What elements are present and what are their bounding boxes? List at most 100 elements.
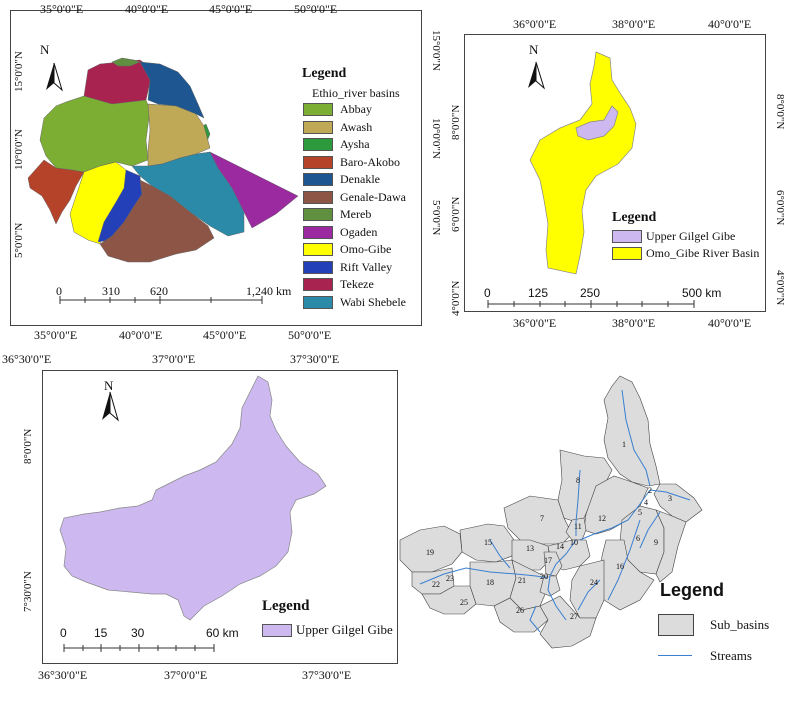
subbasin-label-25: 25: [460, 598, 468, 607]
omo-lon-bottom-3: 40°0'0"E: [708, 316, 752, 330]
subbasin-polygons: [399, 375, 703, 649]
eth-legend-swatch-7: [303, 225, 333, 239]
omo-legend-label-0: Upper Gilgel Gibe: [646, 229, 736, 243]
eth-legend-swatch-9: [303, 260, 333, 274]
gilgel-lon-bottom-2: 37°0'0"E: [164, 668, 208, 682]
subbasin-label-19: 19: [426, 548, 434, 557]
basin-baro-akobo: [27, 159, 85, 225]
eth-legend-swatch-3: [303, 155, 333, 169]
omo-north-label: N: [529, 42, 539, 57]
omo-lon-bottom-2: 38°0'0"E: [612, 316, 656, 330]
sub-legend-title: Legend: [660, 580, 725, 600]
eth-legend-label-0: Abbay: [340, 102, 372, 116]
eth-legend-label-8: Omo-Gibe: [340, 242, 392, 256]
subbasin-label-8: 8: [576, 476, 580, 485]
eth-scale-0: 0: [56, 284, 62, 298]
subbasin-label-12: 12: [598, 514, 606, 523]
omo-scale-bar: [487, 300, 695, 308]
eth-legend-title: Legend: [302, 66, 347, 81]
subbasin-label-22: 22: [432, 580, 440, 589]
basin-genale-dawa: [99, 179, 215, 263]
subbasin-label-3: 3: [668, 494, 672, 503]
subbasin-label-9: 9: [654, 538, 658, 547]
gilgel-lon-bottom-3: 37°30'0"E: [302, 668, 352, 682]
eth-legend-label-5: Genale-Dawa: [340, 189, 406, 204]
eth-legend-label-4: Denakle: [340, 172, 380, 186]
subbasin-label-21: 21: [518, 576, 526, 585]
subbasin-19: [399, 525, 463, 573]
eth-scale-2: 620: [150, 284, 168, 298]
gilgel-scale-2: 30: [131, 626, 145, 640]
eth-lon-bottom-2: 40°0'0"E: [119, 328, 163, 342]
gilgel-legend-label: Upper Gilgel Gibe: [296, 622, 393, 637]
gilgel-scale-0: 0: [60, 626, 67, 640]
eth-legend-swatch-11: [303, 295, 333, 309]
omo-lon-top-3: 40°0'0"E: [708, 17, 752, 31]
omo-legend-swatch-0: [612, 230, 642, 243]
subbasin-label-16: 16: [616, 562, 624, 571]
subbasin-20: [539, 575, 561, 597]
gilgel-legend-swatch: [262, 624, 292, 637]
eth-scale-1: 310: [102, 284, 120, 298]
eth-lon-top-3: 45°0'0"E: [209, 2, 253, 16]
eth-scale-bar: [59, 296, 263, 304]
sub-legend-label-subbasins: Sub_basins: [710, 617, 770, 632]
subbasin-label-11: 11: [574, 522, 582, 531]
eth-legend-label-6: Mereb: [340, 207, 372, 221]
gilgel-lon-top-3: 37°30'0"E: [290, 352, 340, 366]
subbasin-label-15: 15: [484, 538, 492, 547]
omo-upper-gilgel-shape: [575, 105, 619, 141]
omo-scale-3: 500 km: [682, 286, 722, 300]
gilgel-lon-bottom-1: 36°30'0"E: [38, 668, 88, 682]
gilgel-catchment-shape: [59, 375, 327, 621]
subbasin-label-5: 5: [638, 508, 642, 517]
eth-legend-swatch-6: [303, 208, 333, 221]
sub-legend-label-streams: Streams: [710, 648, 752, 663]
omo-lon-top-2: 38°0'0"E: [612, 17, 656, 31]
eth-legend-swatch-2: [303, 138, 333, 151]
gilgel-lon-top-2: 37°0'0"E: [152, 352, 196, 366]
omo-legend-swatch-1: [612, 247, 642, 260]
subbasin-label-27: 27: [570, 612, 578, 621]
eth-legend-swatch-4: [303, 173, 333, 186]
eth-legend-subtitle: Ethio_river basins: [312, 86, 400, 100]
subbasin-label-14: 14: [556, 542, 564, 551]
subbasin-label-24: 24: [590, 578, 598, 587]
subbasin-label-4: 4: [644, 498, 648, 507]
eth-legend-label-9: Rift Valley: [340, 259, 393, 274]
stream-network: [419, 389, 691, 633]
subbasin-label-23: 23: [446, 574, 454, 583]
eth-legend-label-11: Wabi Shebele: [340, 294, 407, 309]
gilgel-lon-top-1: 36°30'0"E: [2, 352, 52, 366]
omo-map-frame: [464, 34, 766, 312]
omo-scale-0: 0: [484, 286, 491, 300]
eth-lon-bottom-4: 50°0'0"E: [288, 328, 332, 342]
subbasin-9: [655, 509, 687, 583]
basin-ogaden: [209, 151, 299, 229]
gilgel-north-label: N: [104, 378, 114, 393]
eth-lon-bottom-1: 35°0'0"E: [34, 328, 78, 342]
subbasin-label-6: 6: [636, 534, 640, 543]
subbasin-27: [539, 595, 597, 649]
eth-legend-swatch-5: [303, 190, 333, 204]
eth-legend-label-2: Aysha: [340, 137, 370, 151]
subbasin-label-20: 20: [540, 572, 548, 581]
omo-legend-title: Legend: [612, 210, 657, 225]
subbasin-label-7: 7: [540, 514, 544, 523]
subbasin-label-13: 13: [526, 544, 534, 553]
subbasin-17: [543, 551, 563, 577]
eth-lon-top-1: 35°0'0"E: [40, 2, 84, 16]
eth-scale-3: 1,240 km: [246, 284, 292, 298]
subbasin-label-26: 26: [516, 606, 524, 615]
eth-lon-top-2: 40°0'0"E: [125, 2, 169, 16]
eth-legend-label-3: Baro-Akobo: [340, 154, 400, 169]
eth-legend-label-1: Awash: [340, 119, 373, 134]
subbasin-label-10: 10: [570, 538, 578, 547]
eth-lon-bottom-3: 45°0'0"E: [203, 328, 247, 342]
eth-north-arrow-icon: [46, 62, 63, 92]
subbasin-label-1: 1: [622, 440, 626, 449]
